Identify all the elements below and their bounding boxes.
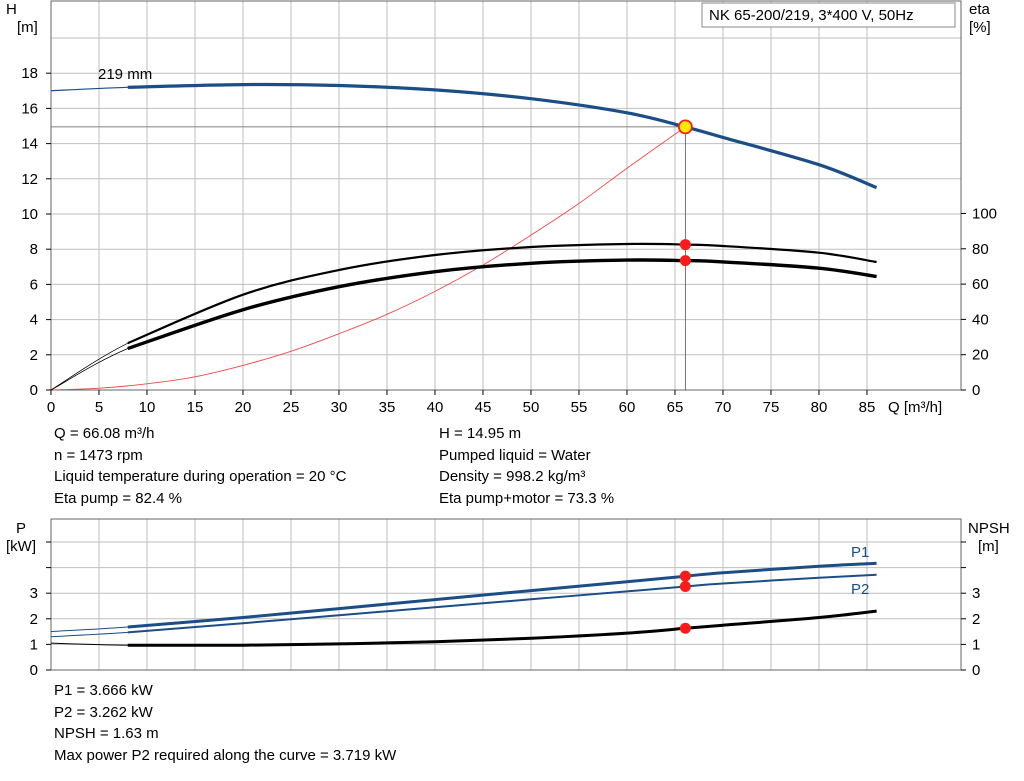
power-y-right-tick-label: 1 xyxy=(972,636,980,653)
x-tick-label: 85 xyxy=(859,399,876,416)
y-right-tick-label: 0 xyxy=(972,382,980,399)
y-right-tick-label: 40 xyxy=(972,311,989,328)
p1-curve-label: P1 xyxy=(851,544,869,561)
pump-title: NK 65-200/219, 3*400 V, 50Hz xyxy=(709,7,914,24)
eta-pump-motor-value: Eta pump+motor = 73.3 % xyxy=(439,489,615,507)
power-y-left-tick-label: 3 xyxy=(30,585,38,602)
eta-pump-motor-curve xyxy=(127,258,877,351)
power-y-right-unit: [m] xyxy=(978,538,999,555)
y-left-tick-label: 0 xyxy=(30,382,38,399)
x-tick-label: 20 xyxy=(235,399,252,416)
y-left-tick-label: 2 xyxy=(30,347,38,364)
x-tick-label: 75 xyxy=(763,399,780,416)
y-left-tick-label: 8 xyxy=(30,241,38,258)
power-chart-curves xyxy=(50,561,877,647)
x-tick-label: 35 xyxy=(379,399,396,416)
p1-curve xyxy=(127,561,877,629)
head-value: H = 14.95 m xyxy=(439,425,522,442)
x-tick-label: 10 xyxy=(139,399,156,416)
power-y-left-tick-label: 2 xyxy=(30,611,38,628)
p2-marker xyxy=(679,580,691,592)
head-curve xyxy=(127,82,878,190)
pumped-liquid-value: Pumped liquid = Water xyxy=(439,446,591,464)
flow-value: Q = 66.08 m³/h xyxy=(54,425,155,442)
max-power-value: Max power P2 required along the curve = … xyxy=(54,746,397,764)
head-efficiency-chart: 0 5 10 15 20 25 30 35 40 45 50 55 60 65 70 75 80 85 0 2 4 6 8 1… xyxy=(6,0,997,416)
power-y-right-name: NPSH xyxy=(968,520,1010,537)
head-chart-curves xyxy=(50,82,878,391)
x-tick-label: 40 xyxy=(427,399,444,416)
power-y-right-tick-label: 0 xyxy=(972,662,980,679)
p1-marker xyxy=(679,570,691,582)
power-chart-ticks: 0 1 2 3 0 1 2 3 xyxy=(30,541,980,679)
head-chart-ticks: 0 5 10 15 20 25 30 35 40 45 50 55 60 65 70 75 80 85 0 2 4 6 8 1… xyxy=(21,65,997,416)
operating-point-left: Q = 66.08 m³/h n = 1473 rpm Liquid tempe… xyxy=(54,423,346,509)
density-value: Density = 998.2 kg/m³ xyxy=(439,468,586,485)
x-tick-label: 55 xyxy=(571,399,588,416)
y-right-name: eta xyxy=(969,1,991,18)
head-chart-grid xyxy=(51,1,961,390)
eta-pump-marker xyxy=(679,239,691,251)
power-npsh-chart: 0 1 2 3 0 1 2 3 P [kW] NPSH [m] P1 P2 xyxy=(6,518,1010,679)
y-left-name: H xyxy=(6,1,17,18)
power-chart-grid xyxy=(51,519,961,670)
npsh-marker xyxy=(679,622,691,634)
npsh-value: NPSH = 1.63 m xyxy=(54,725,159,742)
p2-value: P2 = 3.262 kW xyxy=(54,703,153,721)
x-axis-label: Q [m³/h] xyxy=(888,399,942,416)
power-info: P1 = 3.666 kW P2 = 3.262 kW NPSH = 1.63 … xyxy=(54,680,396,766)
x-tick-label: 30 xyxy=(331,399,348,416)
eta-pump-curve xyxy=(127,242,877,345)
y-right-tick-label: 60 xyxy=(972,276,989,293)
y-left-tick-label: 12 xyxy=(21,171,38,188)
speed-value: n = 1473 rpm xyxy=(54,446,143,464)
y-right-tick-label: 100 xyxy=(972,206,997,223)
y-left-tick-label: 4 xyxy=(30,312,38,329)
p2-curve xyxy=(127,573,877,634)
x-tick-label: 15 xyxy=(187,399,204,416)
eta-pump-value: Eta pump = 82.4 % xyxy=(54,489,182,507)
x-tick-label: 25 xyxy=(283,399,300,416)
y-left-tick-label: 18 xyxy=(21,65,38,82)
x-tick-label: 0 xyxy=(47,399,55,416)
title-box xyxy=(701,2,956,28)
power-y-left-name: P xyxy=(16,520,26,537)
y-right-tick-label: 20 xyxy=(972,347,989,364)
y-left-tick-label: 16 xyxy=(21,100,38,117)
liquid-temperature-value: Liquid temperature during operation = 20… xyxy=(54,468,347,485)
power-y-left-unit: [kW] xyxy=(6,538,36,555)
y-right-unit: [%] xyxy=(969,19,991,36)
duty-point-marker xyxy=(677,119,693,135)
y-left-tick-label: 14 xyxy=(21,136,38,153)
x-tick-label: 65 xyxy=(667,399,684,416)
impeller-curve-label: 219 mm xyxy=(98,66,152,83)
x-tick-label: 50 xyxy=(523,399,540,416)
y-left-tick-label: 6 xyxy=(30,276,38,293)
power-y-left-tick-label: 0 xyxy=(30,662,38,679)
eta-pump-motor-marker xyxy=(679,255,691,267)
x-tick-label: 70 xyxy=(715,399,732,416)
y-left-tick-label: 10 xyxy=(21,206,38,223)
power-y-right-tick-label: 3 xyxy=(972,585,980,602)
power-y-left-tick-label: 1 xyxy=(30,636,38,653)
x-tick-label: 60 xyxy=(619,399,636,416)
p2-curve-label: P2 xyxy=(851,581,869,598)
operating-point-right: H = 14.95 m Pumped liquid = Water Densit… xyxy=(439,423,614,509)
system-curve xyxy=(50,126,686,391)
y-left-unit: [m] xyxy=(17,19,38,36)
x-tick-label: 80 xyxy=(811,399,828,416)
x-tick-label: 5 xyxy=(95,399,103,416)
p1-value: P1 = 3.666 kW xyxy=(54,682,153,699)
npsh-curve xyxy=(127,609,877,647)
x-tick-label: 45 xyxy=(475,399,492,416)
power-chart-frame xyxy=(50,518,962,671)
power-y-right-tick-label: 2 xyxy=(972,611,980,628)
y-right-tick-label: 80 xyxy=(972,241,989,258)
head-chart-frame xyxy=(50,0,962,391)
